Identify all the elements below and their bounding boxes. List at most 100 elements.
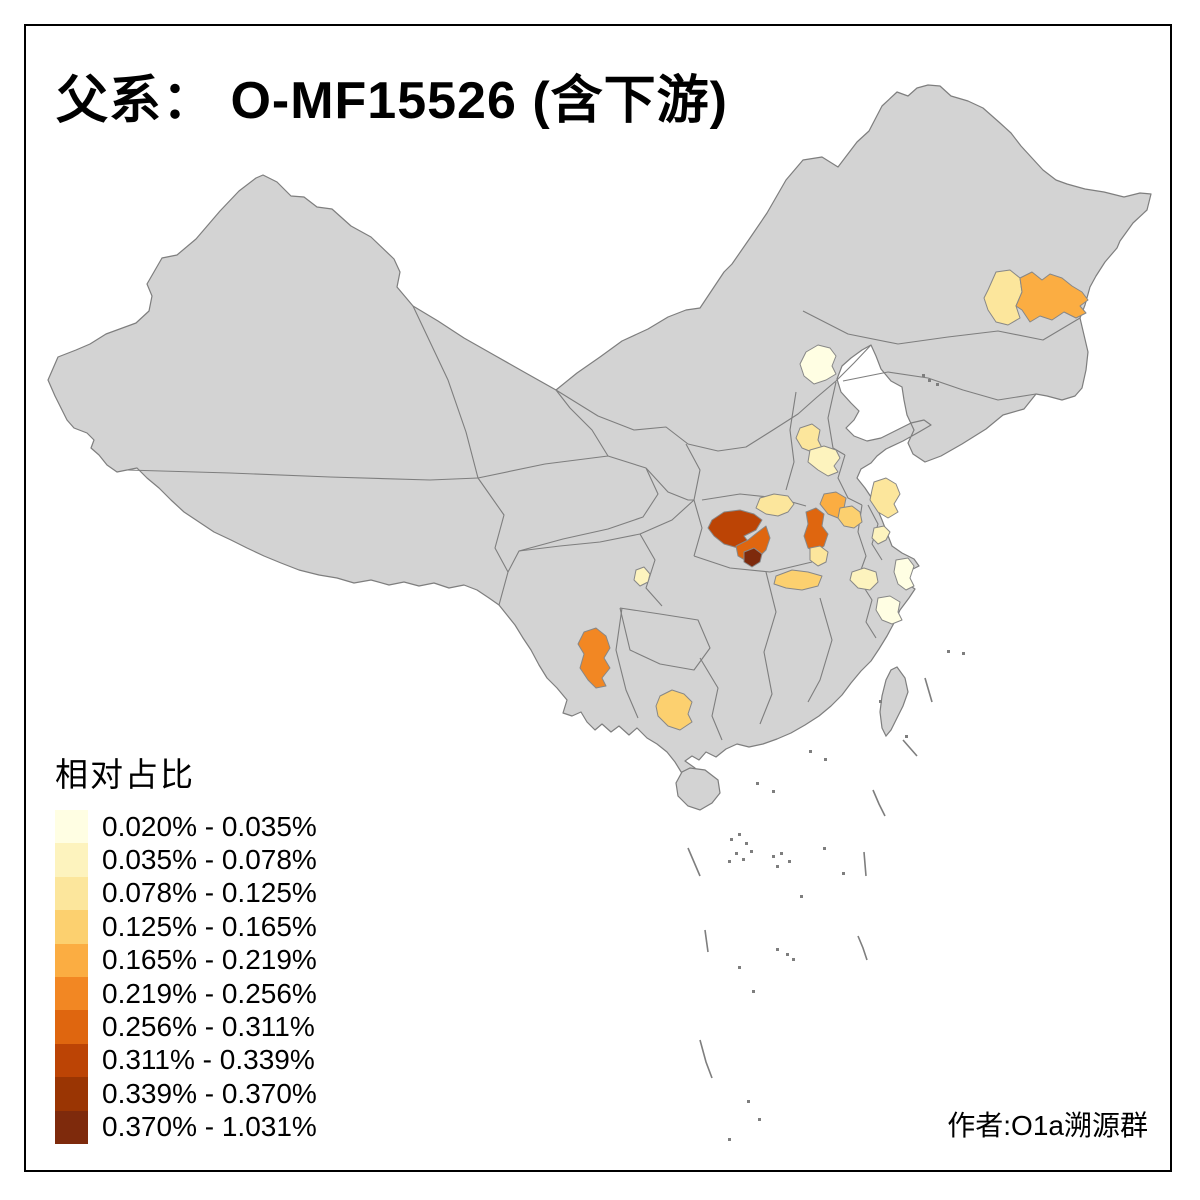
province-border: [842, 371, 1037, 401]
legend-swatch: [55, 876, 88, 911]
taiwan-island: [879, 666, 909, 738]
legend-label: 0.219% - 0.256%: [102, 977, 317, 1009]
region-jiangsu-central-prefecture: [871, 525, 891, 545]
legend-label: 0.370% - 1.031%: [102, 1111, 317, 1143]
small-island: [728, 1138, 731, 1141]
small-island: [758, 1118, 761, 1121]
legend-row: 0.125% - 0.165%: [55, 910, 317, 944]
small-island: [776, 948, 779, 951]
region-chongqing-prefecture: [633, 566, 651, 587]
region-hubei-southeast-prefecture: [773, 569, 823, 591]
legend-label: 0.078% - 0.125%: [102, 877, 317, 909]
small-island: [750, 850, 753, 853]
legend-row: 0.020% - 0.035%: [55, 810, 317, 844]
legend-title: 相对占比: [55, 756, 195, 793]
region-zhejiang-central-prefecture: [875, 595, 903, 625]
province-border: [759, 571, 777, 725]
sea-dash-line: [704, 929, 709, 953]
small-island: [823, 847, 826, 850]
small-island: [809, 750, 812, 753]
small-island: [735, 852, 738, 855]
map-title: 父系： O-MF15526 (含下游): [56, 72, 728, 130]
legend-swatch: [55, 1043, 88, 1078]
land-layer: [47, 84, 1152, 794]
small-island: [728, 860, 731, 863]
region-anhui-central-prefecture: [803, 507, 829, 553]
province-border: [827, 381, 846, 456]
region-guangxi-central-prefecture: [655, 689, 693, 731]
legend-label: 0.256% - 0.311%: [102, 1011, 315, 1043]
province-border: [693, 555, 813, 573]
legend-row: 0.035% - 0.078%: [55, 843, 317, 877]
legend-items: 0.020% - 0.035% 0.035% - 0.078% 0.078% - 0…: [55, 810, 317, 1144]
province-border: [802, 310, 1081, 345]
legend-row: 0.339% - 0.370%: [55, 1077, 317, 1111]
province-border: [837, 454, 863, 506]
legend-label: 0.339% - 0.370%: [102, 1077, 317, 1109]
small-island: [730, 838, 733, 841]
small-island: [776, 865, 779, 868]
region-hubei-central-south-prefecture: [743, 547, 763, 568]
legend-swatch: [55, 1077, 88, 1111]
sea-dash-line: [687, 847, 701, 877]
small-island: [747, 1100, 750, 1103]
legend-row: 0.370% - 1.031%: [55, 1110, 317, 1144]
small-island: [786, 953, 789, 956]
legend: 相对占比 0.020% - 0.035% 0.035% - 0.078% 0.078…: [55, 748, 317, 1144]
hainan-island: [675, 767, 721, 811]
region-hubei-northwest-prefecture: [707, 509, 763, 549]
legend-row: 0.165% - 0.219%: [55, 943, 317, 977]
islands-layer: [675, 374, 965, 1141]
highlighted-regions-layer: [577, 269, 1089, 731]
province-border: [518, 499, 695, 552]
small-island: [738, 966, 741, 969]
legend-swatch: [55, 943, 88, 977]
small-island: [928, 379, 931, 382]
province-border: [412, 305, 479, 479]
small-island: [792, 958, 795, 961]
region-jiangsu-northwest-prefecture: [837, 505, 863, 529]
legend-label: 0.311% - 0.339%: [102, 1044, 315, 1076]
legend-swatch: [55, 810, 88, 844]
region-heilongjiang-east-prefecture: [1015, 271, 1089, 323]
small-island: [922, 374, 925, 377]
region-jiangsu-north-prefecture: [869, 477, 901, 519]
region-yunnan-central-prefecture: [577, 627, 611, 689]
small-island: [745, 842, 748, 845]
small-island: [947, 650, 950, 653]
legend-row: 0.219% - 0.256%: [55, 976, 317, 1011]
small-island: [824, 758, 827, 761]
small-island: [905, 735, 908, 738]
legend-swatch: [55, 843, 88, 877]
small-island: [756, 782, 759, 785]
small-island: [772, 855, 775, 858]
sea-dash-line: [857, 935, 868, 961]
legend-label: 0.125% - 0.165%: [102, 910, 317, 942]
small-island: [738, 833, 741, 836]
region-beijing: [799, 344, 837, 385]
small-island: [772, 790, 775, 793]
region-henan-southeast-prefecture: [755, 493, 795, 517]
small-island: [842, 872, 845, 875]
china-mainland: [47, 84, 1152, 794]
province-border: [645, 467, 694, 501]
sea-dash-line: [699, 1039, 713, 1079]
province-border: [555, 344, 872, 452]
province-border: [126, 469, 479, 481]
legend-label: 0.020% - 0.035%: [102, 810, 317, 842]
region-jiangxi-north-prefecture: [849, 567, 879, 591]
legend-row: 0.311% - 0.339%: [55, 1043, 317, 1078]
province-border: [807, 597, 833, 703]
province-border: [477, 477, 509, 606]
small-island: [752, 990, 755, 993]
province-border: [699, 657, 723, 741]
region-zhejiang-north-prefecture: [893, 557, 915, 591]
legend-label: 0.035% - 0.078%: [102, 844, 317, 876]
small-island: [780, 852, 783, 855]
legend-label: 0.165% - 0.219%: [102, 944, 317, 976]
small-island: [936, 383, 939, 386]
sea-dash-line: [872, 789, 886, 817]
legend-row: 0.078% - 0.125%: [55, 876, 317, 911]
